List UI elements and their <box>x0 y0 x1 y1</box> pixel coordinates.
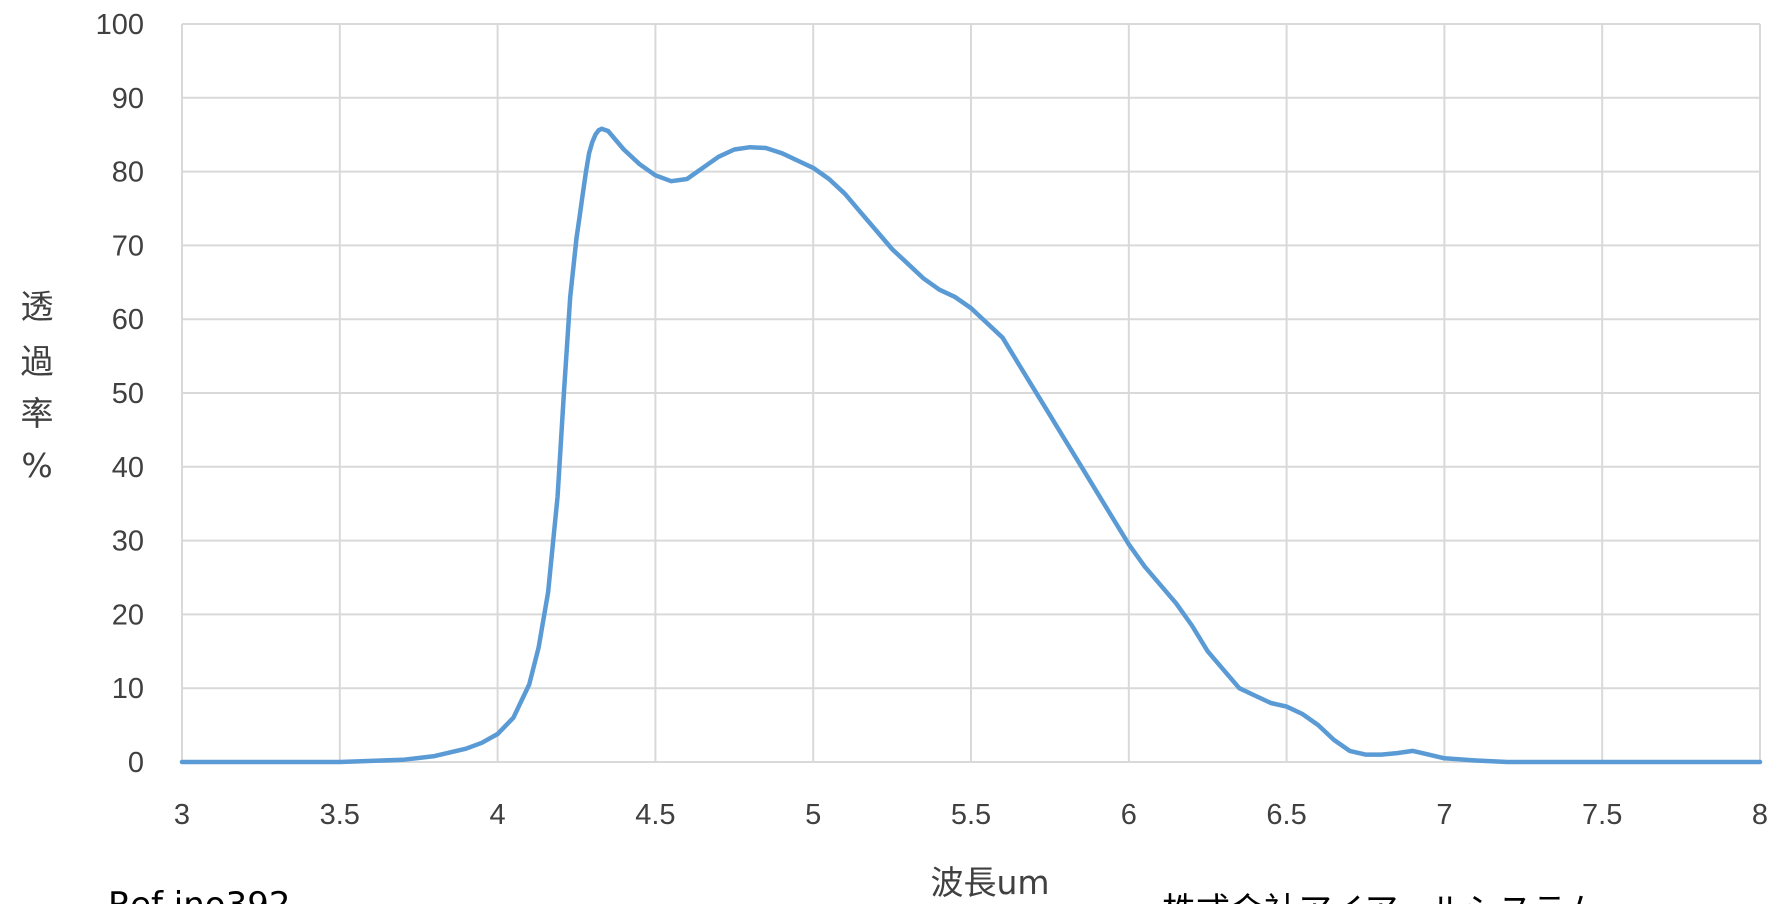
y-tick-label: 10 <box>112 673 144 705</box>
x-tick-label: 5 <box>805 799 821 831</box>
x-tick-label: 7 <box>1436 799 1452 831</box>
y-tick-label: 90 <box>112 83 144 115</box>
y-axis-title-char: % <box>21 446 52 485</box>
x-tick-label: 3.5 <box>320 799 360 831</box>
y-tick-label: 20 <box>112 599 144 631</box>
x-tick-label: 8 <box>1752 799 1768 831</box>
x-tick-label: 7.5 <box>1582 799 1622 831</box>
grid <box>181 23 1761 763</box>
y-tick-label: 60 <box>112 304 144 336</box>
x-axis-title: 波長um <box>930 863 1049 902</box>
y-tick-label: 40 <box>112 452 144 484</box>
y-tick-label: 70 <box>112 230 144 262</box>
company-name: 株式会社アイアールシステム <box>1162 891 1599 904</box>
x-tick-label: 4 <box>490 799 506 831</box>
x-tick-label: 3 <box>174 799 190 831</box>
y-tick-label: 80 <box>112 157 144 189</box>
y-tick-labels: 0 10 20 30 40 50 60 70 80 90 100 <box>96 9 144 779</box>
reference-note: Ref ino392 <box>108 885 290 904</box>
y-tick-label: 30 <box>112 526 144 558</box>
transmittance-series-line <box>179 126 1763 765</box>
x-tick-label: 6.5 <box>1266 799 1306 831</box>
x-tick-label: 4.5 <box>635 799 675 831</box>
y-tick-label: 100 <box>96 9 144 41</box>
y-tick-label: 0 <box>128 747 144 779</box>
y-axis-title: 透過率% <box>21 287 54 485</box>
x-tick-labels: 3 3.5 4 4.5 5 5.5 6 6.5 7 7.5 8 <box>174 799 1768 831</box>
y-tick-label: 50 <box>112 378 144 410</box>
x-tick-label: 6 <box>1121 799 1137 831</box>
y-axis-title-char: 透 <box>21 287 54 326</box>
y-axis-title-char: 過 <box>21 342 54 381</box>
y-axis-title-char: 率 <box>21 394 54 433</box>
x-tick-label: 5.5 <box>951 799 991 831</box>
series-layer <box>179 126 1763 765</box>
